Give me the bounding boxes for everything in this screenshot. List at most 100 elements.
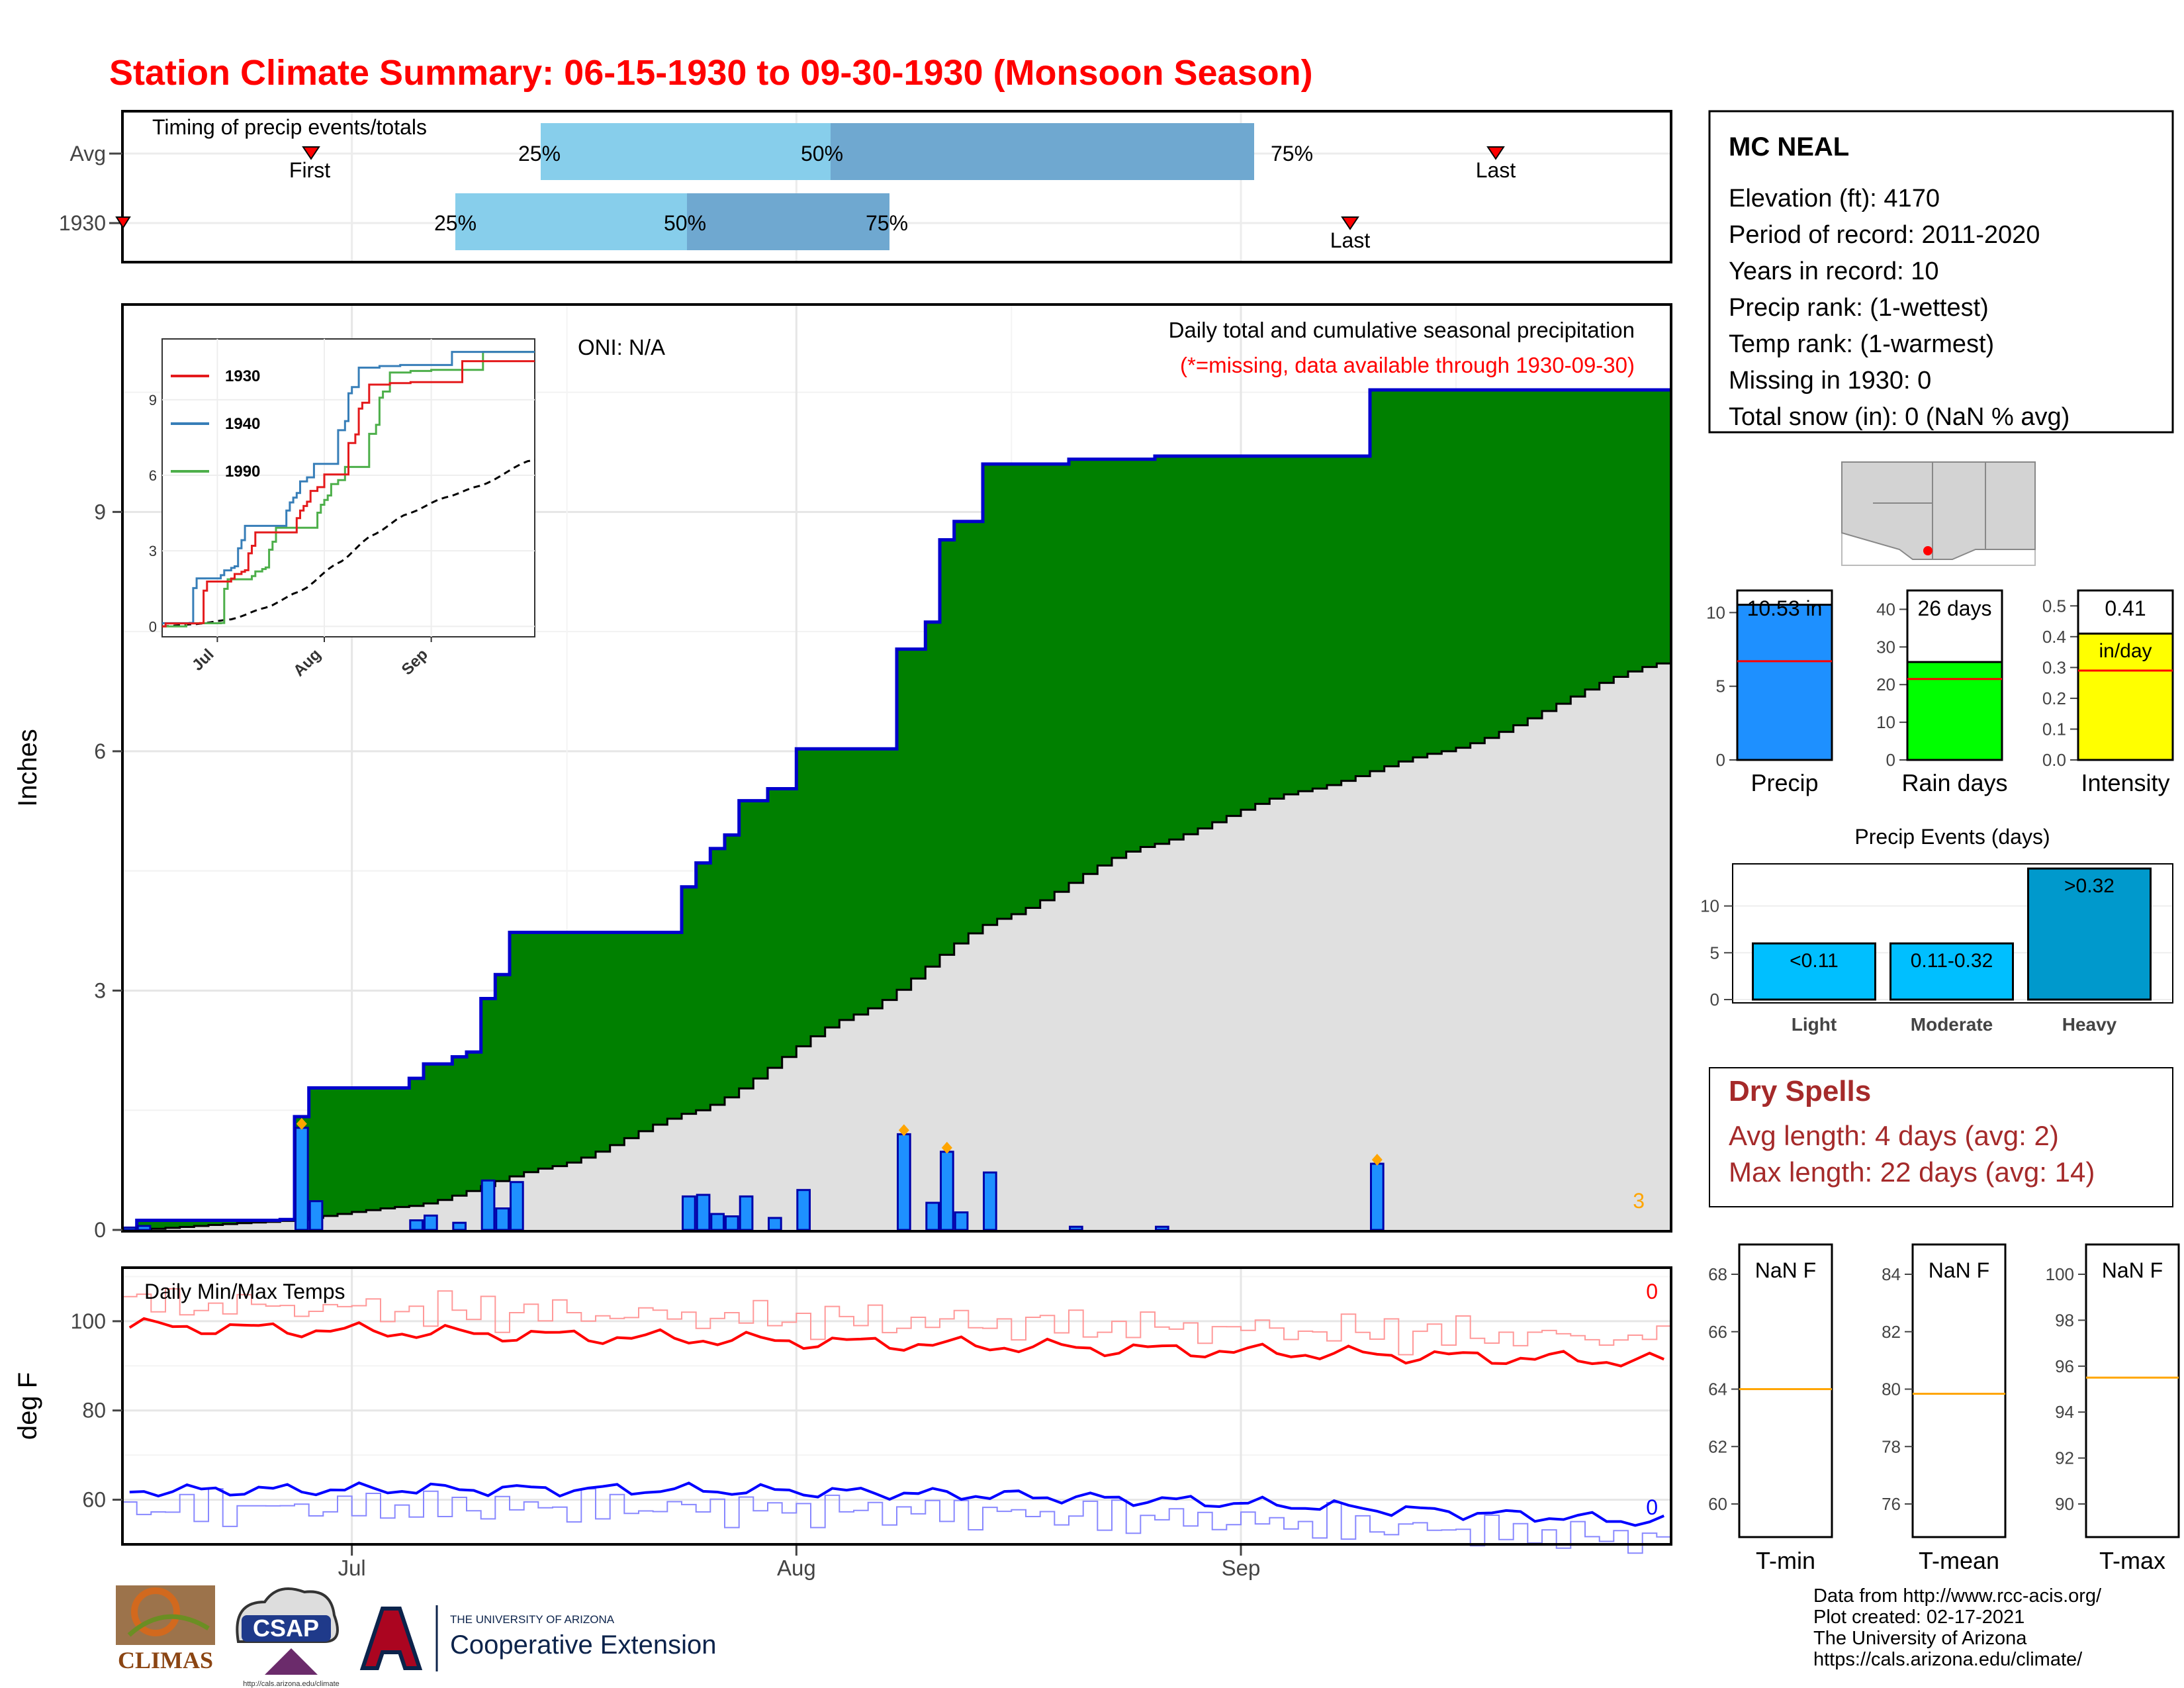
summary-bars: 0 5 10 10.53 in Precip 0 10 20 30 40 26 days Rain d… [1706, 589, 2174, 796]
precip-bar [1736, 604, 1833, 761]
avg-pct25: 25% [518, 142, 561, 165]
summary-ytick-label: 0 [1886, 750, 1895, 770]
temp-box-frame [1911, 1243, 2007, 1538]
average-cumulative-area [122, 663, 1671, 1230]
inset-1990-line [162, 351, 535, 628]
summary-ytick-label: 10 [1706, 602, 1725, 622]
temp-ytick-label: 80 [82, 1399, 106, 1423]
raindays-value: 26 days [1917, 596, 1991, 620]
avg-first-marker [302, 146, 320, 160]
intensity-bar [2077, 632, 2174, 761]
inset-legend-label: 1940 [225, 415, 260, 433]
xtick-label: Jul [338, 1556, 366, 1580]
timing-row-avg: Avg [69, 142, 106, 165]
daily-precip-bar [480, 1179, 496, 1231]
xtick-label: Aug [777, 1556, 816, 1580]
temp-box-ytick-label: 76 [1882, 1494, 1901, 1514]
svg-text:CLIMAS: CLIMAS [118, 1647, 213, 1673]
inset-ytick-label: 3 [149, 543, 157, 559]
temp-box-ytick-label: 98 [2055, 1310, 2074, 1330]
events-ytick-label: 5 [1710, 943, 1719, 962]
main-ytick-label: 0 [94, 1218, 106, 1242]
heavy-day-marker [898, 1124, 909, 1137]
summary-ytick-label: 0.1 [2042, 719, 2066, 739]
event-bar [2027, 867, 2152, 1001]
xtick-label: Sep [1222, 1556, 1261, 1580]
main-subtitle: Daily total and cumulative seasonal prec… [1169, 318, 1635, 342]
year-pct75: 75% [866, 211, 908, 235]
station-name: MC NEAL [1729, 132, 1849, 162]
main-ylabel: Inches [13, 729, 42, 807]
station-info-line: Elevation (ft): 4170 [1729, 185, 1940, 212]
temp-ytick-label: 100 [71, 1309, 106, 1333]
event-range-label: <0.11 [1790, 950, 1839, 972]
daily-precip-bar [1370, 1162, 1385, 1231]
avg-last-marker [1486, 146, 1505, 160]
temp-box-ytick-label: 84 [1882, 1264, 1901, 1284]
summary-ytick-label: 0 [1716, 750, 1725, 770]
events-chart: Precip Events (days) 0 5 10 <0.11 Light 0.11-… [1700, 825, 2173, 1035]
climas-logo: CLIMAS [116, 1585, 215, 1673]
avg-pct50: 50% [801, 142, 843, 165]
dry-spells-box: Dry Spells Avg length: 4 days (avg: 2) M… [1709, 1067, 2173, 1207]
inset-legend-label: 1930 [225, 367, 260, 385]
year-last-label: Last [1330, 228, 1371, 252]
inset-legend-label: 1990 [225, 463, 260, 481]
event-category-label: Heavy [2062, 1014, 2117, 1035]
station-info: MC NEAL Elevation (ft): 4170 Period of re… [1708, 110, 2174, 434]
temp-box-ytick-label: 68 [1708, 1264, 1727, 1284]
svg-text:THE UNIVERSITY OF ARIZONA: THE UNIVERSITY OF ARIZONA [450, 1613, 615, 1626]
daily-precip-bar [925, 1201, 940, 1231]
daily-precip-bar [897, 1133, 911, 1231]
station-info-line: Total snow (in): 0 (NaN % avg) [1729, 403, 2070, 431]
average-cumulative-line [122, 662, 1671, 1231]
temp-box-value: NaN F [1755, 1258, 1816, 1282]
footer-credits: Data from http://www.rcc-acis.org/Plot c… [1813, 1585, 2102, 1670]
daily-precip-bar [796, 1189, 811, 1231]
inset-frame [161, 338, 535, 637]
dry-spells-frame [1709, 1067, 2173, 1207]
intensity-label: Intensity [2081, 769, 2169, 796]
daily-precip-bar [136, 1225, 152, 1231]
heavy-day-marker [296, 1117, 307, 1130]
temp-box-frame [2085, 1243, 2180, 1538]
main-ytick-label: 3 [94, 978, 106, 1002]
dry-spells-avg: Avg length: 4 days (avg: 2) [1729, 1120, 2059, 1151]
daily-precip-bar [768, 1217, 782, 1231]
footer-line: https://cals.arizona.edu/climate/ [1813, 1649, 2083, 1670]
main-ytick-label: 6 [94, 739, 106, 763]
avg-first-label: First [289, 158, 330, 182]
event-bar [1889, 942, 2014, 1001]
daily-precip-bar [954, 1211, 969, 1231]
station-info-line: Period of record: 2011-2020 [1729, 221, 2040, 249]
corner-count: 3 [1633, 1189, 1645, 1213]
raindays-bar [1906, 661, 2003, 761]
csap-logo: CSAP http://cals.arizona.edu/climate [236, 1587, 340, 1688]
daily-precip-bar [725, 1215, 739, 1231]
inset-ytick-label: 6 [149, 467, 157, 484]
summary-ytick-label: 0.4 [2042, 627, 2066, 647]
daily-precip-bar [510, 1181, 524, 1231]
temp-box-ytick-label: 62 [1708, 1436, 1727, 1456]
event-category-label: Light [1792, 1014, 1837, 1035]
daily-precip-bar [452, 1221, 467, 1231]
timing-label: Timing of precip events/totals [152, 115, 427, 139]
temp-box-ytick-label: 92 [2055, 1448, 2074, 1468]
temp-box-ytick-label: 80 [1882, 1380, 1901, 1399]
svg-text:Cooperative Extension: Cooperative Extension [450, 1630, 716, 1660]
temp-min-count: 0 [1646, 1495, 1658, 1519]
daily-max-step-line [122, 1288, 1671, 1356]
heavy-day-marker [1371, 1153, 1383, 1166]
temp-bg [122, 1268, 1671, 1544]
event-category-label: Moderate [1911, 1014, 1993, 1035]
temp-panel-label: Daily Min/Max Temps [144, 1280, 345, 1303]
daily-precip-bar [983, 1171, 997, 1231]
inset-1930-line [162, 360, 535, 628]
station-info-line: Years in record: 10 [1729, 258, 1939, 285]
locator-map [1841, 461, 2036, 566]
temp-box-ytick-label: 78 [1882, 1436, 1901, 1456]
footer-line: Data from http://www.rcc-acis.org/ [1813, 1585, 2102, 1607]
logos: CLIMAS CSAP http://cals.arizona.edu/clim… [116, 1585, 716, 1688]
temp-box-ytick-label: 96 [2055, 1356, 2074, 1376]
timing-row-year: 1930 [59, 211, 106, 235]
